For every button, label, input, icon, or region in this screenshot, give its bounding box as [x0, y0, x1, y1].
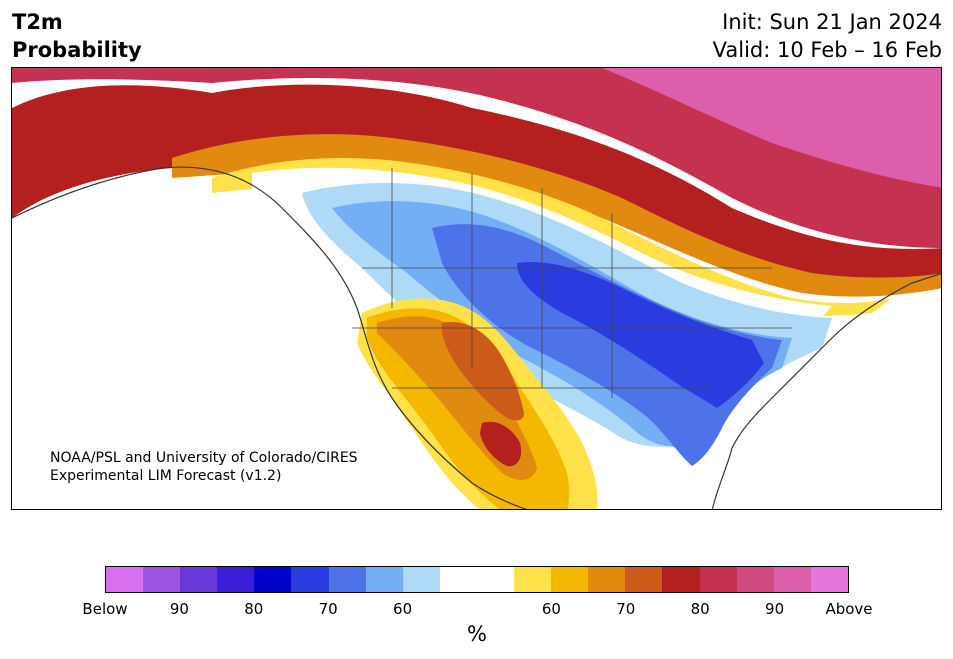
- colorbar-swatch: [217, 567, 255, 592]
- colorbar-tick-label: Below: [82, 600, 128, 618]
- colorbar-swatch: [254, 567, 292, 592]
- credit-line-1: NOAA/PSL and University of Colorado/CIRE…: [50, 450, 358, 466]
- title-variable: T2m: [12, 10, 63, 34]
- colorbar-tick-label: 60: [541, 600, 561, 618]
- colorbar-tick-label: 80: [244, 600, 264, 618]
- above-band-red: [12, 84, 941, 286]
- colorbar-swatch: [291, 567, 329, 592]
- colorbar-swatch: [143, 567, 181, 592]
- colorbar-swatch: [736, 567, 774, 592]
- forecast-dates: Init: Sun 21 Jan 2024 Valid: 10 Feb – 16…: [713, 8, 942, 64]
- colorbar-swatch: [514, 567, 552, 592]
- state-borders: [352, 168, 792, 398]
- colorbar-tick-label: 90: [169, 600, 189, 618]
- above-band-magenta: [602, 68, 941, 188]
- colorbar-tick-label: 60: [393, 600, 413, 618]
- colorbar-tick-label: 70: [616, 600, 636, 618]
- init-date: Init: Sun 21 Jan 2024: [722, 10, 942, 34]
- above-band-yellow: [212, 158, 892, 316]
- colorbar-swatch: [810, 567, 848, 592]
- colorbar-swatch: [588, 567, 626, 592]
- sw-warm-rust: [441, 322, 524, 421]
- colorbar-swatch: [625, 567, 663, 592]
- colorbar-swatch: [699, 567, 737, 592]
- colorbar-swatch: [180, 567, 218, 592]
- probability-map: NOAA/PSL and University of Colorado/CIRE…: [11, 67, 942, 510]
- credit-line-2: Experimental LIM Forecast (v1.2): [50, 468, 282, 484]
- map-canvas: [12, 68, 941, 509]
- colorbar-tick-label: Above: [825, 600, 873, 618]
- above-band-orange: [172, 134, 941, 297]
- sw-warm-red: [480, 421, 522, 467]
- colorbar: [105, 566, 849, 593]
- colorbar-tick-label: 90: [765, 600, 785, 618]
- colorbar-tick-label: 70: [318, 600, 338, 618]
- colorbar-swatch: [106, 567, 144, 592]
- valid-range: Valid: 10 Feb – 16 Feb: [712, 38, 942, 62]
- colorbar-swatch: [365, 567, 403, 592]
- colorbar-swatch: [773, 567, 811, 592]
- colorbar-tick-label: 80: [690, 600, 710, 618]
- colorbar-swatch: [439, 567, 515, 592]
- title-metric: Probability: [12, 38, 142, 62]
- map-credit: NOAA/PSL and University of Colorado/CIRE…: [50, 449, 358, 485]
- colorbar-swatch: [662, 567, 700, 592]
- coastline-outline: [12, 166, 941, 509]
- colorbar-swatch: [551, 567, 589, 592]
- chart-title: T2m Probability: [12, 8, 142, 64]
- below-band-darkblue: [517, 262, 764, 408]
- colorbar-swatch: [328, 567, 366, 592]
- below-band-blue: [432, 224, 782, 466]
- colorbar-unit: %: [467, 622, 487, 646]
- colorbar-swatch: [402, 567, 440, 592]
